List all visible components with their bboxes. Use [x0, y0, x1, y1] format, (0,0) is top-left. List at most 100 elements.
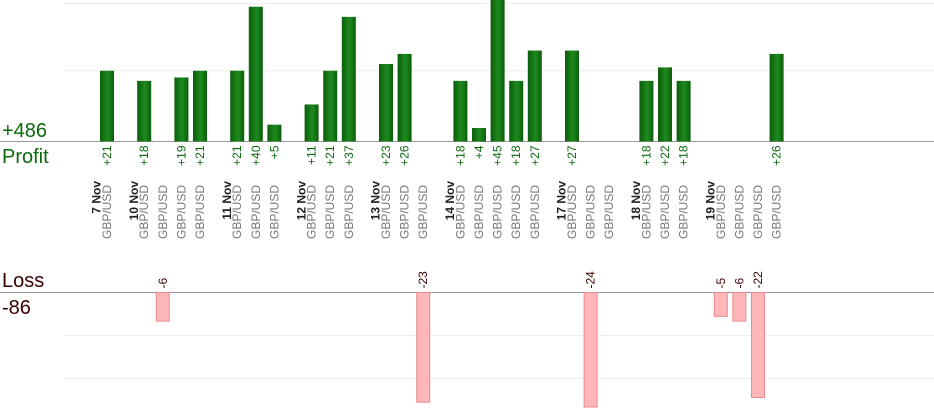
- profit-bar: [676, 80, 691, 142]
- profit-bar: [527, 50, 542, 142]
- profit-value-label: +37: [342, 145, 356, 166]
- profit-bar: [379, 64, 393, 142]
- profit-bar: [565, 50, 579, 142]
- pair-label: GBP/USD: [398, 185, 412, 239]
- loss-value-label: -23: [416, 271, 430, 289]
- pair-label: GBP/USD: [509, 185, 523, 239]
- profit-value-label: +45: [491, 145, 505, 166]
- profit-value-label: +26: [398, 145, 412, 166]
- loss-value-label: -24: [584, 271, 598, 289]
- loss-bar: [713, 292, 728, 317]
- pair-label: GBP/USD: [379, 185, 393, 239]
- date-label: 14 Nov: [443, 181, 457, 221]
- date-label: 12 Nov: [294, 181, 308, 221]
- profit-value-label: +40: [249, 145, 263, 166]
- loss-bar: [155, 292, 170, 322]
- pair-label: GBP/USD: [230, 185, 244, 239]
- date-label: 17 Nov: [555, 181, 569, 221]
- profit-bar: [397, 53, 412, 142]
- loss-bar: [416, 292, 431, 403]
- loss-total: -86: [2, 297, 31, 319]
- profit-value-label: +21: [193, 145, 207, 166]
- pair-label: GBP/USD: [342, 185, 356, 239]
- profit-value-label: +11: [305, 145, 319, 165]
- profit-label: Profit: [2, 146, 49, 168]
- profit-bar: [639, 80, 654, 142]
- pair-label: GBP/USD: [193, 185, 207, 239]
- profit-bars: [100, 0, 784, 142]
- profit-value-label: +26: [770, 145, 784, 166]
- profit-value-label: +4: [472, 145, 486, 159]
- profit-bar: [341, 16, 356, 142]
- profit-bar: [137, 80, 152, 142]
- pair-label: GBP/USD: [267, 185, 281, 239]
- profit-value-label: +23: [379, 145, 393, 166]
- pair-label: GBP/USD: [770, 185, 784, 239]
- date-label: 10 Nov: [127, 181, 141, 221]
- profit-value-label: +22: [658, 145, 672, 166]
- loss-bars: [155, 292, 765, 408]
- profit-value-label: +18: [137, 145, 151, 166]
- profit-bar: [100, 70, 114, 142]
- date-label: 7 Nov: [90, 181, 104, 214]
- loss-bar: [751, 292, 765, 398]
- profit-value-label: +21: [323, 145, 337, 166]
- pair-label: GBP/USD: [732, 185, 746, 239]
- pair-label: GBP/USD: [639, 185, 653, 239]
- pair-label: GBP/USD: [100, 185, 114, 239]
- profit-value-label: +18: [453, 145, 467, 166]
- profit-bar: [472, 128, 486, 142]
- pair-label: GBP/USD: [305, 185, 319, 239]
- pair-label: GBP/USD: [416, 185, 430, 239]
- date-label: 18 Nov: [629, 181, 643, 221]
- profit-bar: [174, 77, 189, 142]
- pair-label: GBP/USD: [528, 185, 542, 239]
- pair-label: GBP/USD: [602, 185, 616, 239]
- loss-value-label: -5: [714, 278, 728, 289]
- profit-value-label: +27: [528, 145, 542, 166]
- pair-label: GBP/USD: [174, 185, 188, 239]
- date-label: 11 Nov: [220, 181, 234, 220]
- pair-label: GBP/USD: [453, 185, 467, 239]
- profit-total: +486: [2, 120, 47, 142]
- profit-value-label: +19: [174, 145, 188, 166]
- pair-label: GBP/USD: [137, 185, 151, 239]
- loss-value-label: -6: [732, 278, 746, 289]
- profit-bar: [248, 6, 263, 142]
- pair-label: GBP/USD: [472, 185, 486, 239]
- pair-label: GBP/USD: [156, 185, 170, 239]
- pair-label: GBP/USD: [584, 185, 598, 239]
- loss-value-label: -6: [156, 278, 170, 289]
- profit-value-label: +21: [100, 145, 114, 166]
- profit-value-label: +18: [677, 145, 691, 166]
- loss-bar: [583, 292, 598, 408]
- pair-label: GBP/USD: [323, 185, 337, 239]
- profit-bar: [230, 70, 245, 142]
- date-label: 19 Nov: [704, 181, 718, 221]
- profit-value-label: +21: [230, 145, 244, 166]
- pair-label: GBP/USD: [658, 185, 672, 239]
- profit-bar: [304, 104, 319, 142]
- loss-bar: [732, 292, 747, 322]
- loss-label: Loss: [2, 270, 44, 292]
- profit-bar: [453, 80, 468, 142]
- profit-value-label: +18: [639, 145, 653, 166]
- profit-value-label: +18: [509, 145, 523, 166]
- pair-label: GBP/USD: [565, 185, 579, 239]
- pair-label: GBP/USD: [751, 185, 765, 239]
- profit-bar: [490, 0, 505, 142]
- profit-bar: [509, 80, 524, 142]
- pair-label: GBP/USD: [491, 185, 505, 239]
- profit-value-label: +5: [267, 145, 281, 159]
- profit-bar: [193, 70, 207, 142]
- date-label: 13 Nov: [369, 181, 383, 221]
- pair-label: GBP/USD: [249, 185, 263, 239]
- profit-bar: [323, 70, 338, 142]
- pair-label: GBP/USD: [677, 185, 691, 239]
- pair-label: GBP/USD: [714, 185, 728, 239]
- profit-bar: [769, 53, 784, 142]
- profit-bar: [658, 67, 672, 142]
- profit-bar: [267, 124, 282, 142]
